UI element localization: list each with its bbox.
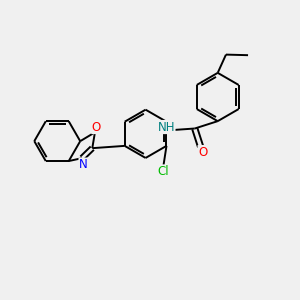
Text: O: O xyxy=(92,121,101,134)
Text: O: O xyxy=(198,146,207,159)
Text: N: N xyxy=(79,158,88,171)
Text: Cl: Cl xyxy=(157,165,169,178)
Text: NH: NH xyxy=(158,121,175,134)
